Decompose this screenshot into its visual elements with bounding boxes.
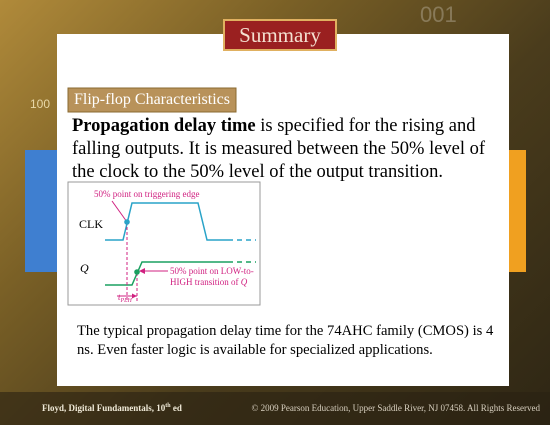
delay-label: tPLH <box>118 292 133 304</box>
title-box <box>223 19 337 51</box>
clk-label: CLK <box>79 217 103 231</box>
section-heading: Flip-flop Characteristics <box>74 91 230 108</box>
body-text: is specified for the rising and falling … <box>72 116 486 182</box>
footer-left: Floyd, Digital Fundamentals, 10th ed <box>42 403 182 413</box>
footer-right: © 2009 Pearson Education, Upper Saddle R… <box>251 403 540 413</box>
decor-text: 100 <box>30 97 50 111</box>
arrow-head <box>139 268 145 274</box>
q-note: HIGH transition of Q <box>170 277 248 287</box>
decor-text: 001 <box>420 2 457 27</box>
note: The typical propagation delay time for t… <box>77 323 494 358</box>
q-note: 50% point on LOW-to- <box>170 266 254 276</box>
heading-box <box>67 87 237 113</box>
body-bold: Propagation delay time <box>72 116 256 136</box>
diagram-labels: 50% point on triggering edge CLK Q 50% p… <box>79 189 254 304</box>
delay-subscript: PLH <box>120 298 133 304</box>
q-note-symbol: Q <box>241 277 248 287</box>
q-point <box>134 269 140 275</box>
footer-left-text: Floyd, Digital Fundamentals, 10 <box>42 403 166 413</box>
clk-point <box>124 219 130 225</box>
callout-line <box>111 200 128 223</box>
q-label: Q <box>80 261 89 275</box>
title: Summary <box>239 23 321 47</box>
blue-stripe <box>25 150 57 272</box>
footer-band <box>0 392 550 425</box>
arrow-head <box>132 293 137 299</box>
section-body: Propagation delay time is specified for … <box>72 115 512 184</box>
q-note-text: HIGH transition of <box>170 277 241 287</box>
footer-left-text: ed <box>170 403 182 413</box>
clk-note: 50% point on triggering edge <box>94 189 199 199</box>
footer-sup: th <box>165 403 171 409</box>
clk-wave <box>105 202 228 241</box>
orange-stripe <box>508 150 526 272</box>
delay-symbol: t <box>118 292 121 302</box>
